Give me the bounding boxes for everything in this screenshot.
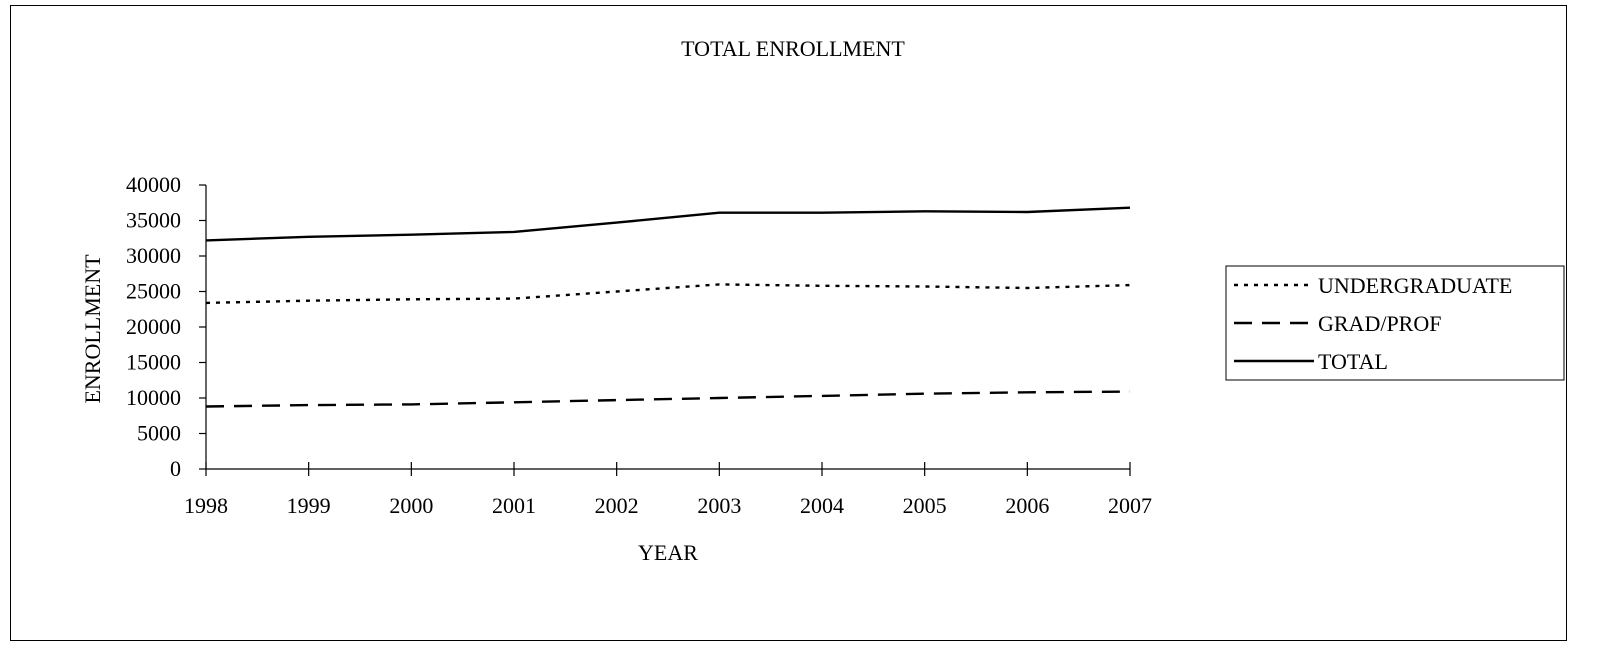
x-tick-label: 2000 (389, 493, 433, 518)
x-tick-label: 1999 (287, 493, 331, 518)
y-tick-label: 30000 (126, 243, 181, 268)
y-tick-label: 20000 (126, 314, 181, 339)
x-tick-label: 2002 (595, 493, 639, 518)
x-tick-label: 2005 (903, 493, 947, 518)
x-tick-label: 1998 (184, 493, 228, 518)
x-tick-labels: 1998 1999 2000 2001 2002 2003 2004 2005 2006 2007 (184, 493, 1152, 518)
y-tick-labels: 0 5000 10000 15000 20000 25000 30000 35000 40000 (126, 172, 181, 481)
series-lines (205, 206, 1131, 408)
legend: UNDERGRADUATE GRAD/PROF TOTAL (1225, 265, 1565, 381)
y-tick-label: 0 (170, 456, 181, 481)
series-line-total (205, 206, 1131, 242)
y-tick-label: 15000 (126, 350, 181, 375)
legend-label-undergraduate: UNDERGRADUATE (1318, 273, 1512, 298)
x-tick-label: 2003 (697, 493, 741, 518)
chart-title: TOTAL ENROLLMENT (681, 36, 905, 61)
legend-items: UNDERGRADUATE GRAD/PROF TOTAL (1234, 273, 1512, 374)
y-tick-label: 35000 (126, 208, 181, 233)
y-axis-label: ENROLLMENT (80, 254, 105, 404)
series-line-undergraduate (205, 283, 1131, 305)
axes (205, 185, 1130, 470)
y-tick-label: 5000 (137, 421, 181, 446)
legend-label-grad-prof: GRAD/PROF (1318, 311, 1441, 336)
y-tick-label: 25000 (126, 279, 181, 304)
tick-marks (199, 184, 1131, 476)
legend-label-total: TOTAL (1318, 349, 1388, 374)
series-line-grad-prof (205, 390, 1131, 408)
x-tick-label: 2004 (800, 493, 844, 518)
y-tick-label: 40000 (126, 172, 181, 197)
x-tick-label: 2001 (492, 493, 536, 518)
y-tick-label: 10000 (126, 385, 181, 410)
x-axis-label: YEAR (638, 540, 698, 565)
x-tick-label: 2006 (1005, 493, 1049, 518)
x-tick-label: 2007 (1108, 493, 1152, 518)
